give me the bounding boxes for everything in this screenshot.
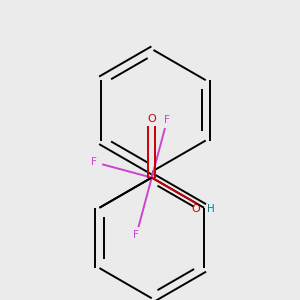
Text: F: F [133, 230, 139, 241]
Text: F: F [164, 115, 170, 125]
Text: H: H [207, 204, 214, 214]
Text: O: O [147, 114, 156, 124]
Text: O: O [192, 204, 200, 214]
Text: F: F [91, 157, 97, 167]
